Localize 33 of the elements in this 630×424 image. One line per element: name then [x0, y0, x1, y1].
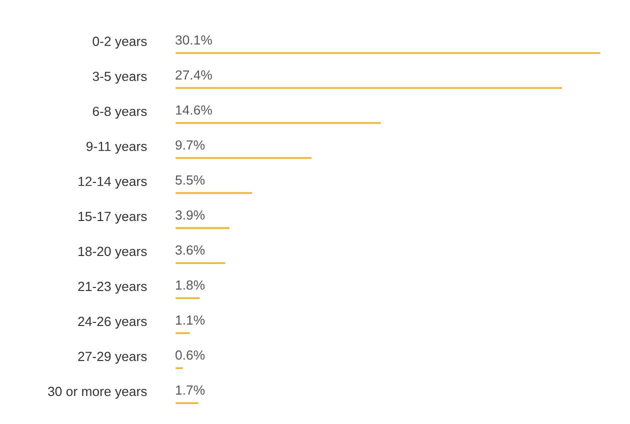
data-label: 5.5% — [176, 175, 205, 185]
y-tick-label: 15-17 years — [78, 212, 147, 224]
bar — [175, 296, 202, 300]
y-tick-label: 21-23 years — [78, 282, 147, 294]
data-label: 3.6% — [176, 245, 205, 255]
bar — [175, 120, 382, 126]
bar — [175, 260, 227, 266]
y-tick-label: 9-11 years — [86, 142, 147, 154]
y-tick-label: 12-14 years — [78, 176, 147, 189]
data-label: 1.1% — [176, 315, 205, 325]
y-tick-label: 30 or more years — [48, 386, 147, 399]
bar — [175, 190, 254, 196]
data-label: 14.6% — [176, 105, 212, 115]
bar — [175, 330, 192, 336]
data-label: 0.6% — [176, 350, 205, 360]
bar — [175, 156, 313, 160]
data-label: 1.8% — [176, 280, 205, 290]
y-tick-label: 18-20 years — [78, 246, 147, 259]
bar — [175, 400, 200, 406]
bar — [175, 226, 231, 230]
data-label: 1.7% — [176, 385, 205, 395]
bar — [175, 366, 184, 370]
data-label: 3.9% — [176, 210, 205, 220]
y-tick-label: 3-5 years — [92, 72, 147, 84]
bar — [175, 86, 564, 90]
data-label: 9.7% — [176, 140, 205, 150]
data-label: 27.4% — [176, 70, 212, 80]
data-label: 30.1% — [176, 35, 212, 45]
y-tick-label: 27-29 years — [78, 352, 147, 364]
y-tick-label: 24-26 years — [78, 316, 147, 329]
y-tick-label: 6-8 years — [92, 106, 147, 119]
y-tick-label: 0-2 years — [92, 36, 147, 49]
bar — [175, 50, 601, 56]
